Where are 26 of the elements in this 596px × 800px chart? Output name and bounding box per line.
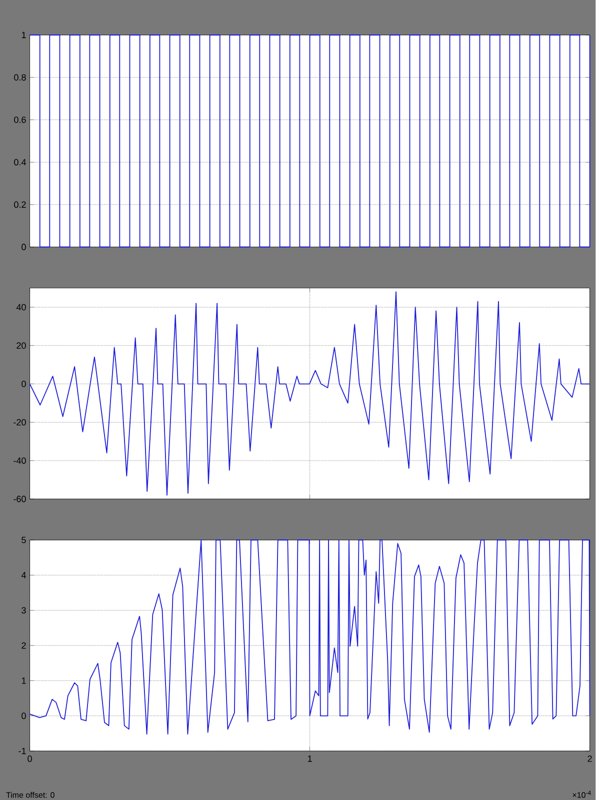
text: ×10$^{-4}$ bbox=[572, 790, 592, 798]
y-tick-label: 0 bbox=[22, 380, 26, 388]
x-tick-label: 0 bbox=[28, 756, 32, 762]
y-tick-label: -60 bbox=[14, 496, 26, 502]
y-tick-label: 2 bbox=[22, 642, 26, 649]
y-tick-label: 0.8 bbox=[14, 74, 26, 81]
y-tick-label: 20 bbox=[16, 342, 26, 349]
text: Time offset: 0 bbox=[6, 792, 55, 798]
y-tick-label: -1 bbox=[18, 748, 26, 754]
y-tick-label: 0.2 bbox=[14, 201, 26, 208]
line-series bbox=[30, 540, 590, 735]
line-series bbox=[30, 291, 590, 496]
y-tick-label: -20 bbox=[14, 419, 26, 426]
y-tick-label: 0 bbox=[22, 712, 26, 720]
y-tick-label: 5 bbox=[22, 536, 26, 544]
y-tick-label: 40 bbox=[16, 304, 26, 310]
y-tick-label: 0 bbox=[22, 244, 26, 250]
y-tick-label: 1 bbox=[22, 32, 26, 38]
x-tick-label: 2 bbox=[588, 756, 592, 762]
y-tick-label: 0.4 bbox=[14, 159, 26, 166]
y-tick-label: 1 bbox=[22, 678, 26, 684]
y-tick-label: -40 bbox=[14, 457, 26, 464]
y-tick-label: 3 bbox=[22, 607, 26, 614]
x-tick-label: 1 bbox=[308, 756, 312, 762]
y-tick-label: 4 bbox=[22, 572, 26, 578]
y-tick-label: 0.6 bbox=[14, 116, 26, 123]
